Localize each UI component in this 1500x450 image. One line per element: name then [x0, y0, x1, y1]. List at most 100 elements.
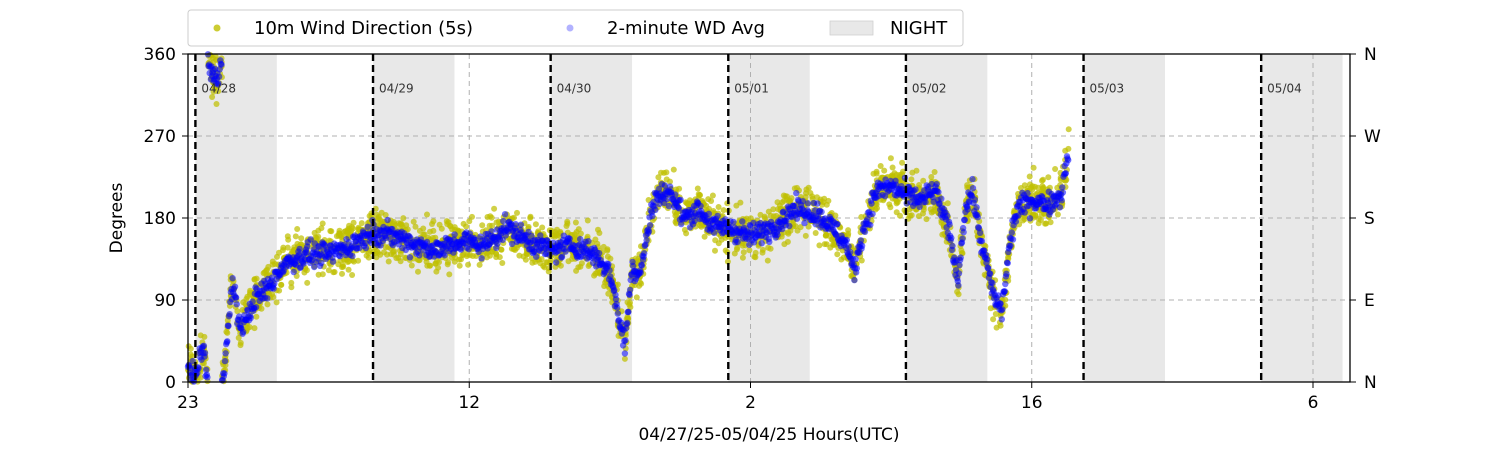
avg-point [949, 242, 956, 250]
y2-tick-label: W [1364, 127, 1381, 147]
raw-point [658, 169, 664, 176]
avg-point [1058, 197, 1065, 204]
x-tick-label: 2 [745, 393, 756, 413]
raw-point [264, 301, 271, 308]
avg-point [215, 73, 223, 80]
axis-layer: 0N90E180S270W360N23122166201001441882212 [144, 45, 1381, 413]
raw-point [292, 233, 299, 240]
legend-raw-label: 10m Wind Direction (5s) [254, 18, 473, 39]
date-label: 05/03 [1090, 81, 1125, 95]
raw-point [378, 209, 385, 216]
avg-point [986, 270, 994, 277]
avg-point [985, 265, 992, 272]
raw-point [761, 213, 768, 220]
raw-point [436, 221, 443, 228]
raw-point [908, 176, 915, 183]
avg-point [318, 259, 325, 267]
avg-point [971, 196, 978, 203]
avg-point [948, 234, 955, 242]
raw-point [237, 339, 244, 346]
avg-point [500, 217, 507, 225]
avg-point [612, 296, 620, 303]
raw-point [365, 254, 372, 261]
avg-point [204, 374, 211, 381]
raw-point [527, 215, 534, 221]
raw-point [715, 240, 722, 247]
avg-point [793, 215, 801, 222]
avg-point [329, 258, 337, 265]
avg-point [290, 268, 297, 276]
avg-point [938, 195, 945, 202]
avg-point [978, 237, 986, 245]
raw-point [382, 244, 389, 251]
raw-point [572, 219, 579, 226]
raw-point [445, 219, 452, 226]
avg-point [933, 181, 940, 188]
raw-point [373, 211, 380, 218]
raw-point [992, 311, 999, 317]
avg-point [1001, 288, 1008, 295]
raw-point [557, 262, 564, 269]
raw-point [720, 207, 727, 214]
avg-point [423, 238, 431, 246]
avg-point [1026, 215, 1034, 222]
avg-point [739, 218, 746, 225]
raw-point [891, 170, 898, 177]
avg-point [843, 236, 850, 244]
raw-point [427, 228, 433, 235]
raw-point [764, 257, 771, 264]
raw-point [554, 226, 560, 233]
avg-point [946, 221, 953, 228]
raw-point [340, 263, 347, 270]
raw-point [541, 264, 548, 271]
legend-raw-marker [213, 24, 221, 32]
raw-point [279, 247, 286, 254]
avg-point [861, 228, 869, 235]
avg-point [869, 210, 876, 218]
raw-point [734, 244, 741, 251]
avg-point [961, 216, 968, 224]
raw-point [595, 226, 601, 233]
avg-point [853, 265, 860, 272]
raw-point [604, 253, 611, 260]
legend-frame [187, 9, 964, 47]
raw-point [816, 242, 823, 249]
y2-tick-label: S [1364, 209, 1375, 229]
raw-point [822, 232, 829, 239]
raw-point [621, 355, 628, 362]
raw-point [456, 262, 463, 269]
raw-point [433, 268, 440, 275]
avg-point [1007, 242, 1014, 249]
avg-point [625, 308, 632, 316]
raw-point [887, 155, 894, 162]
avg-point [1003, 270, 1010, 277]
legend-night-label: NIGHT [890, 18, 948, 39]
raw-point [187, 345, 194, 352]
raw-point [484, 214, 491, 220]
raw-point [767, 212, 774, 219]
avg-point [618, 319, 625, 326]
raw-point [415, 268, 421, 275]
raw-point [463, 223, 470, 230]
raw-point [783, 196, 790, 203]
avg-point [661, 182, 668, 189]
avg-point [406, 254, 414, 261]
raw-point [451, 226, 458, 233]
raw-point [694, 185, 701, 192]
raw-point [1065, 126, 1072, 133]
avg-scatter-layer [184, 51, 1072, 385]
raw-point [235, 334, 242, 341]
avg-point [793, 189, 800, 197]
raw-point [424, 211, 430, 218]
raw-point [469, 213, 475, 220]
raw-point [479, 222, 486, 229]
y-tick-label: 180 [144, 209, 176, 229]
raw-point [336, 230, 343, 237]
raw-point [1031, 183, 1038, 190]
raw-point [712, 247, 718, 254]
raw-point [731, 250, 738, 257]
raw-point [873, 170, 880, 177]
y2-tick-label: E [1364, 291, 1375, 311]
avg-point [974, 214, 981, 221]
raw-point [1039, 177, 1045, 184]
